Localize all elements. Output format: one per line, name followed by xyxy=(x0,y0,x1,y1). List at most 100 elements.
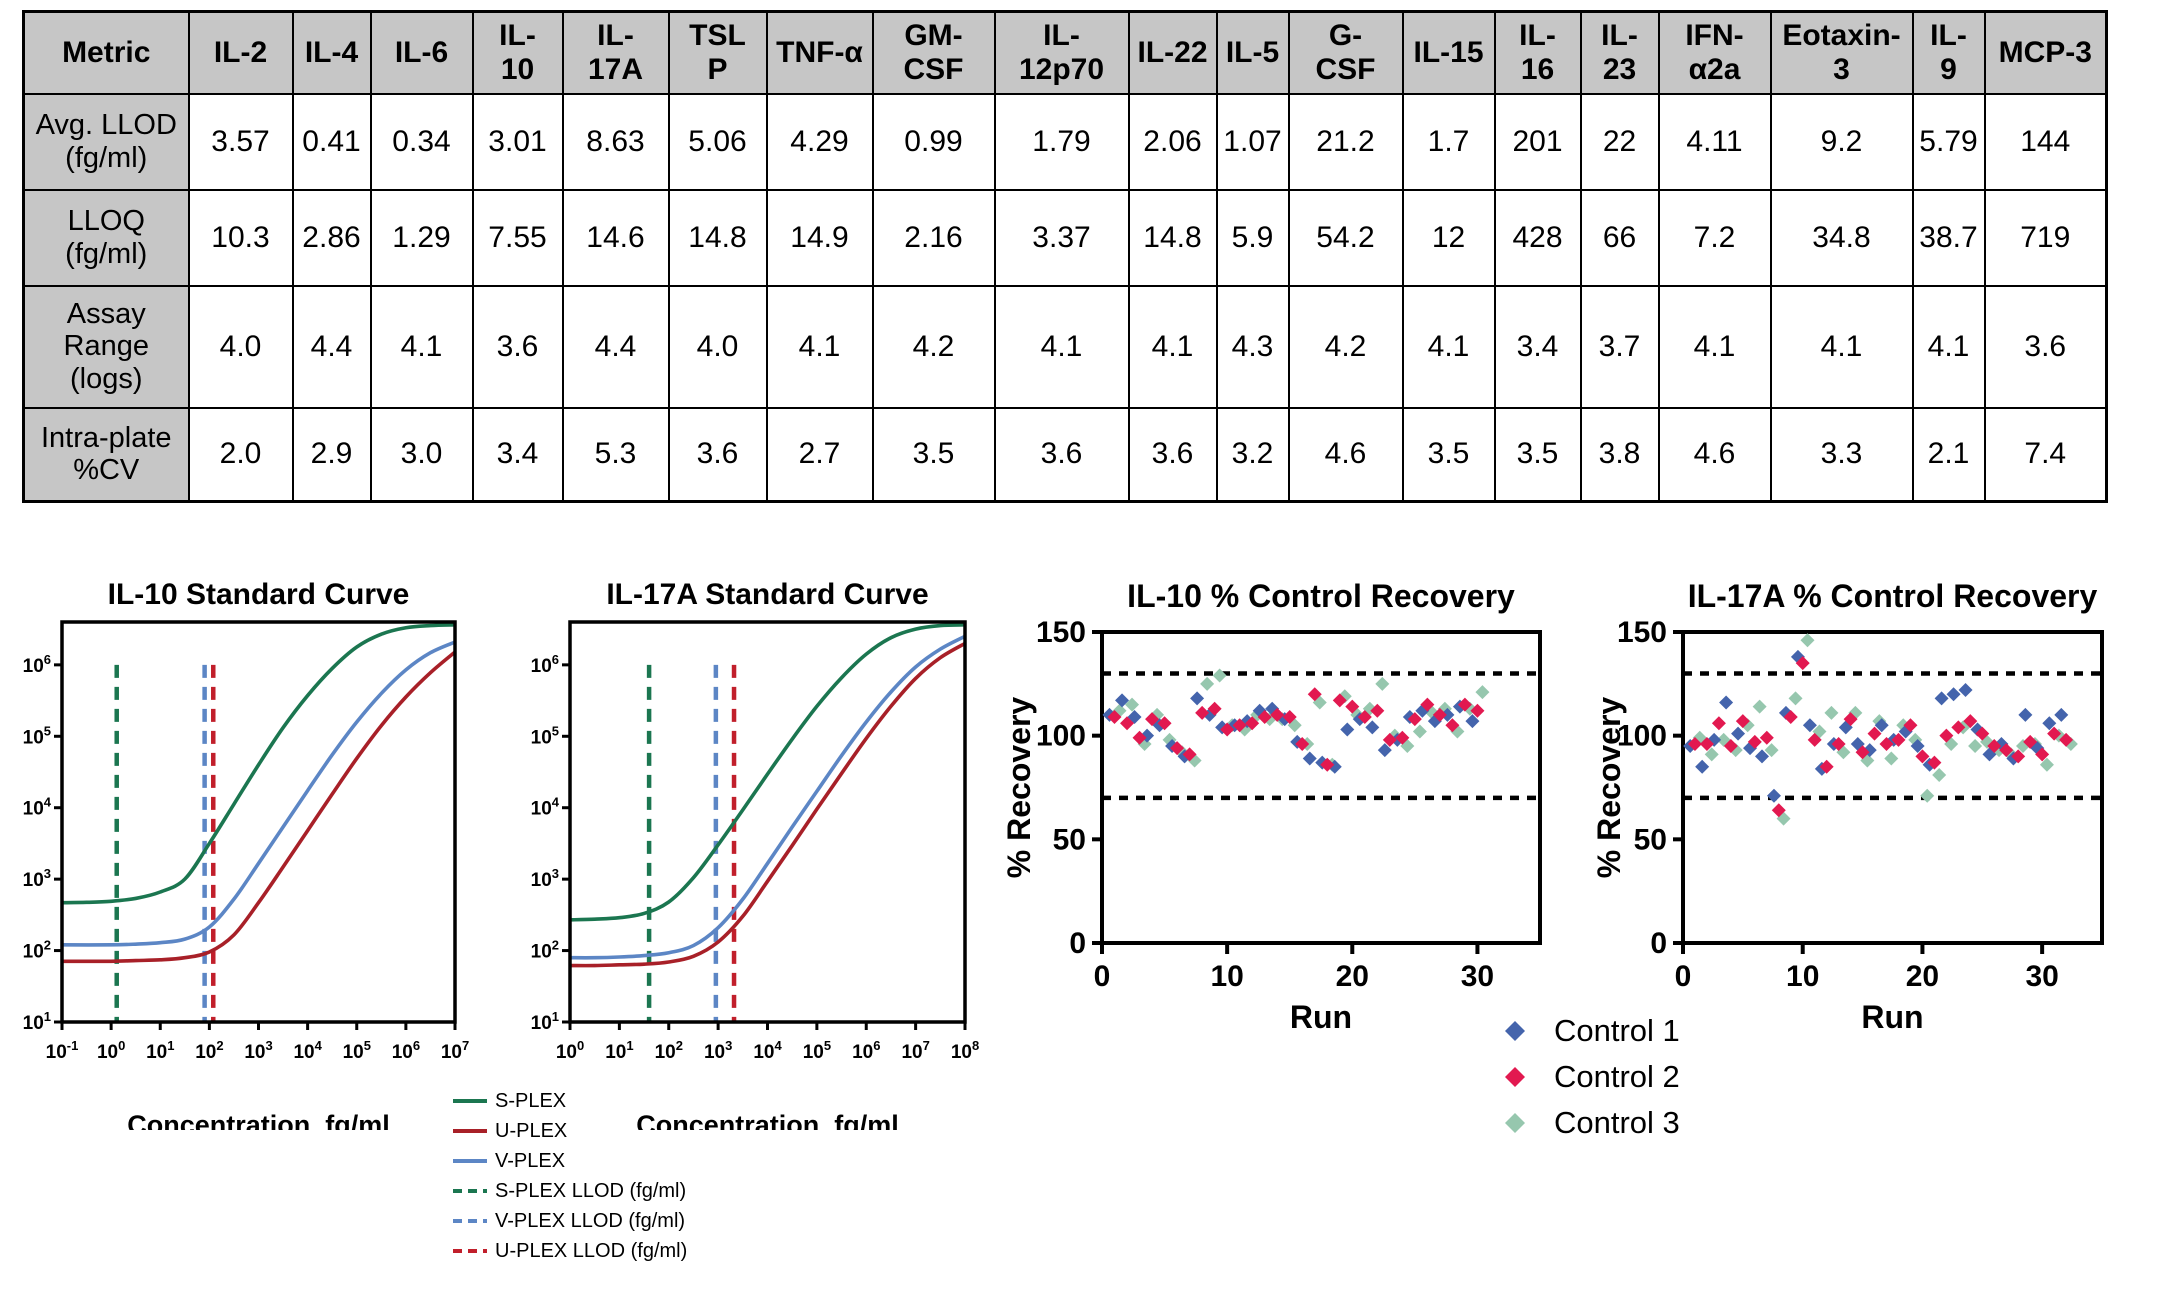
table-value-cell: 4.29 xyxy=(765,92,874,191)
curve-s-plex xyxy=(570,623,965,922)
table-value-cell: 428 xyxy=(1493,188,1582,287)
legend-item: Control 3 xyxy=(1502,1100,1680,1146)
table-value-cell: 3.57 xyxy=(187,92,294,191)
table-value-cell: 34.8 xyxy=(1769,188,1914,287)
svg-text:104: 104 xyxy=(23,795,52,820)
table-value-cell: 4.1 xyxy=(369,284,474,409)
table-value-cell: 3.8 xyxy=(1579,406,1660,503)
il10-control-recovery-chart: IL-10 % Control Recovery 0 50 100 150 0 10 20 30… xyxy=(1000,575,1600,1120)
table-row: Avg. LLOD (fg/ml) 3.57 0.41 0.34 3.01 8.63 5.0… xyxy=(22,92,2108,191)
analyte-column-header: GM- CSF xyxy=(871,10,996,95)
il10-standard-curve-svg: IL-10 Standard Curve 101 102 103 104 105 106 10… xyxy=(23,578,470,1140)
svg-text:108: 108 xyxy=(951,1038,979,1063)
table-value-cell: 3.6 xyxy=(471,284,564,409)
svg-text:30: 30 xyxy=(2025,960,2058,993)
analyte-column-header: IL-2 xyxy=(187,10,294,95)
chart-title: IL-17A Standard Curve xyxy=(606,578,928,611)
table-value-cell: 4.1 xyxy=(1401,284,1496,409)
table-value-cell: 144 xyxy=(1983,92,2108,191)
table-value-cell: 4.3 xyxy=(1215,284,1290,409)
table-value-cell: 5.9 xyxy=(1215,188,1290,287)
y-axis-label: % Recovery xyxy=(1591,697,1627,879)
svg-text:105: 105 xyxy=(803,1038,831,1063)
dashed-line-swatch-icon xyxy=(453,1249,487,1253)
analyte-column-header: TNF-α xyxy=(765,10,874,95)
table-value-cell: 4.1 xyxy=(1657,284,1772,409)
table-value-cell: 3.37 xyxy=(993,188,1130,287)
svg-text:101: 101 xyxy=(23,1009,51,1034)
table-value-cell: 3.7 xyxy=(1579,284,1660,409)
il17a-control-recovery-svg: IL-17A % Control Recovery 0 50 100 150 0 10 20 3… xyxy=(1591,578,2104,1035)
svg-text:105: 105 xyxy=(343,1038,371,1063)
analyte-column-header: IL- 9 xyxy=(1911,10,1986,95)
table-value-cell: 2.06 xyxy=(1127,92,1218,191)
row-metric-label: Assay Range (logs) xyxy=(22,284,190,409)
legend-item: U-PLEX LLOD (fg/ml) xyxy=(452,1236,687,1266)
x-axis-label: Concentration, fg/ml xyxy=(127,1110,390,1130)
dashed-line-swatch-icon xyxy=(453,1219,487,1223)
plot-frame xyxy=(1100,630,1542,945)
table-row: Intra-plate %CV 2.0 2.9 3.0 3.4 5.3 3.6 2.7 3.5 3… xyxy=(22,406,2108,503)
table-value-cell: 4.4 xyxy=(291,284,372,409)
plot-frame xyxy=(1681,630,2104,945)
il17a-control-recovery-chart: IL-17A % Control Recovery 0 50 100 150 0 10 20 3… xyxy=(1590,575,2184,1120)
il10-control-recovery-svg: IL-10 % Control Recovery 0 50 100 150 0 10 20 30… xyxy=(1001,578,1542,1035)
legend-item: V-PLEX LLOD (fg/ml) xyxy=(452,1206,687,1236)
curve-s-plex xyxy=(62,623,455,905)
series-control-2 xyxy=(1687,656,2074,818)
analyte-column-header: IL- 17A xyxy=(561,10,670,95)
y-axis-label: % Recovery xyxy=(1001,697,1037,879)
table-row: Assay Range (logs) 4.0 4.4 4.1 3.6 4.4 4.0 4.1 4… xyxy=(22,284,2108,409)
svg-text:0: 0 xyxy=(1094,960,1111,993)
legend-item-label: S-PLEX xyxy=(495,1089,567,1112)
table-value-cell: 4.1 xyxy=(765,284,874,409)
svg-text:103: 103 xyxy=(23,866,51,891)
legend-item: S-PLEX xyxy=(452,1086,687,1116)
solid-line-swatch-icon xyxy=(453,1159,487,1163)
table-value-cell: 4.6 xyxy=(1287,406,1404,503)
svg-text:105: 105 xyxy=(531,723,559,748)
svg-text:150: 150 xyxy=(1036,616,1086,649)
il17a-standard-curve-chart: IL-17A Standard Curve 101 102 103 104 105 106 1… xyxy=(508,570,1020,1140)
analyte-column-header: IL-15 xyxy=(1401,10,1496,95)
svg-text:106: 106 xyxy=(531,652,559,677)
table-value-cell: 4.4 xyxy=(561,284,670,409)
table-value-cell: 22 xyxy=(1579,92,1660,191)
analyte-column-header: IL-4 xyxy=(291,10,372,95)
table-value-cell: 2.16 xyxy=(871,188,996,287)
metric-column-header: Metric xyxy=(22,10,190,95)
svg-text:10-1: 10-1 xyxy=(46,1038,79,1063)
analyte-column-header: IFN- α2a xyxy=(1657,10,1772,95)
svg-text:104: 104 xyxy=(531,795,560,820)
table-value-cell: 2.1 xyxy=(1911,406,1986,503)
analyte-column-header: IL- 10 xyxy=(471,10,564,95)
table-value-cell: 3.6 xyxy=(1983,284,2108,409)
il10-standard-curve-chart: IL-10 Standard Curve 101 102 103 104 105 106 10… xyxy=(0,570,492,1140)
table-value-cell: 3.0 xyxy=(369,406,474,503)
table-value-cell: 2.0 xyxy=(187,406,294,503)
series-control-2 xyxy=(1107,687,1485,772)
table-value-cell: 3.4 xyxy=(471,406,564,503)
table-value-cell: 8.63 xyxy=(561,92,670,191)
assay-metrics-table: Metric IL-2 IL-4 IL-6 IL- 10 IL- 17A TSL P TNF-… xyxy=(22,10,2108,503)
table-value-cell: 4.1 xyxy=(1911,284,1986,409)
svg-text:100: 100 xyxy=(1036,720,1086,753)
table-value-cell: 4.6 xyxy=(1657,406,1772,503)
svg-text:0: 0 xyxy=(1675,960,1692,993)
table-value-cell: 14.9 xyxy=(765,188,874,287)
table-value-cell: 3.01 xyxy=(471,92,564,191)
table-value-cell: 3.5 xyxy=(1401,406,1496,503)
table-value-cell: 3.6 xyxy=(1127,406,1218,503)
svg-text:105: 105 xyxy=(23,723,51,748)
svg-text:103: 103 xyxy=(704,1038,732,1063)
svg-text:103: 103 xyxy=(244,1038,272,1063)
table-value-cell: 2.7 xyxy=(765,406,874,503)
legend-item: S-PLEX LLOD (fg/ml) xyxy=(452,1176,687,1206)
table-value-cell: 38.7 xyxy=(1911,188,1986,287)
x-axis-label: Run xyxy=(1290,999,1352,1035)
row-metric-label: LLOQ (fg/ml) xyxy=(22,188,190,287)
row-metric-label: Avg. LLOD (fg/ml) xyxy=(22,92,190,191)
svg-text:102: 102 xyxy=(195,1038,223,1063)
svg-text:104: 104 xyxy=(293,1038,322,1063)
